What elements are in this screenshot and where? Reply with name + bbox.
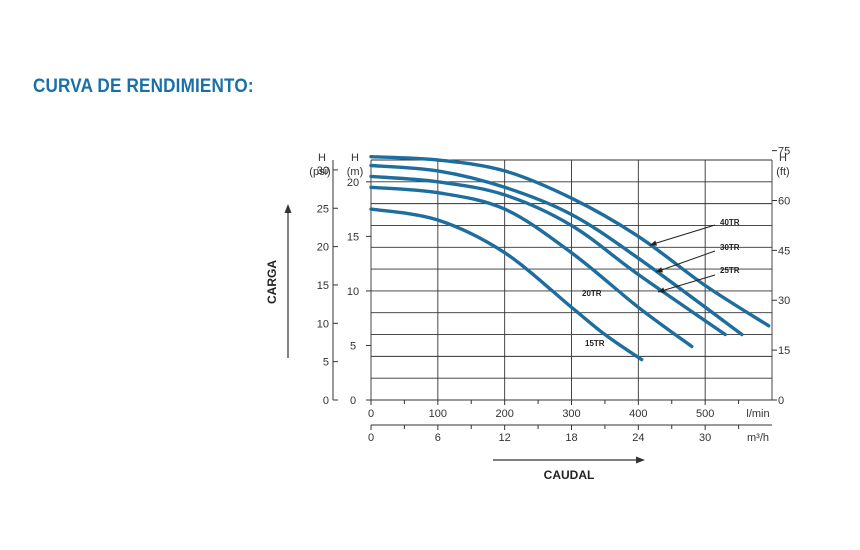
ft-tick-label: 75 (778, 146, 790, 158)
chart-axes: H(psi)051015202530H(m)05101520H(ft)01530… (309, 146, 790, 444)
series-label-30tr: 30TR (720, 243, 740, 252)
chart-labels: CARGA CAUDAL 40TR 30TR 25TR 20TR 15TR (265, 204, 740, 482)
m-tick-label: 15 (347, 231, 359, 243)
psi-tick-label: 20 (317, 242, 329, 254)
lmin-tick-label: 300 (562, 408, 580, 420)
series-line-25tr (369, 174, 727, 337)
psi-tick-label: 30 (317, 165, 329, 177)
m-tick-label: 0 (350, 395, 356, 407)
ft-axis-head: H (779, 152, 787, 164)
series-label-25tr-pointer-head (658, 287, 665, 293)
ft-axis-unit: (ft) (776, 166, 789, 178)
lmin-tick-label: 100 (429, 408, 447, 420)
lmin-tick-label: 0 (368, 408, 374, 420)
m3h-tick-label: 0 (368, 432, 374, 444)
series-line-40tr (369, 155, 771, 328)
m3h-tick-label: 24 (632, 432, 644, 444)
ft-tick-label: 30 (778, 295, 790, 307)
psi-tick-label: 5 (323, 357, 329, 369)
ft-tick-label: 0 (778, 395, 784, 407)
series-label-15tr: 15TR (585, 339, 605, 348)
psi-axis-head: H (318, 152, 326, 164)
series-label-25tr: 25TR (720, 266, 740, 275)
chart-grid (370, 159, 773, 401)
series-label-25tr-pointer (657, 274, 716, 293)
m-tick-label: 5 (350, 340, 356, 352)
series-label-40tr-pointer-head (650, 240, 657, 246)
psi-tick-label: 25 (317, 203, 329, 215)
x-arrow-head (636, 456, 645, 464)
m-axis-unit: (m) (347, 166, 364, 178)
m-tick-label: 10 (347, 286, 359, 298)
page-title: CURVA DE RENDIMIENTO: (33, 76, 254, 97)
ft-tick-label: 45 (778, 245, 790, 257)
lmin-tick-label: 200 (495, 408, 513, 420)
series-label-30tr-pointer (655, 250, 716, 273)
m3h-tick-label: 6 (435, 432, 441, 444)
psi-axis-unit: (psi) (309, 166, 330, 178)
series-label-40tr-pointer (649, 224, 716, 246)
psi-tick-label: 15 (317, 280, 329, 292)
ft-tick-label: 60 (778, 195, 790, 207)
series-label-40tr: 40TR (720, 218, 740, 227)
psi-tick-label: 10 (317, 318, 329, 330)
m3h-tick-label: 12 (499, 432, 511, 444)
series-line-20tr (369, 185, 694, 349)
y-arrow-head (284, 204, 292, 213)
m-tick-label: 20 (347, 177, 359, 189)
ft-tick-label: 15 (778, 345, 790, 357)
lmin-axis-unit: l/min (746, 408, 769, 420)
y-axis-label: CARGA (265, 260, 279, 304)
series-label-30tr-pointer-head (656, 267, 663, 273)
series-line-15tr (369, 207, 644, 362)
psi-tick-label: 0 (323, 395, 329, 407)
series-label-20tr: 20TR (582, 289, 602, 298)
m3h-tick-label: 30 (699, 432, 711, 444)
lmin-tick-label: 400 (629, 408, 647, 420)
lmin-tick-label: 500 (696, 408, 714, 420)
m-axis-head: H (351, 152, 359, 164)
m3h-axis-unit: m³/h (747, 432, 769, 444)
chart-series (369, 155, 771, 362)
x-axis-label: CAUDAL (544, 468, 595, 482)
m3h-tick-label: 18 (565, 432, 577, 444)
series-line-30tr (369, 163, 744, 337)
